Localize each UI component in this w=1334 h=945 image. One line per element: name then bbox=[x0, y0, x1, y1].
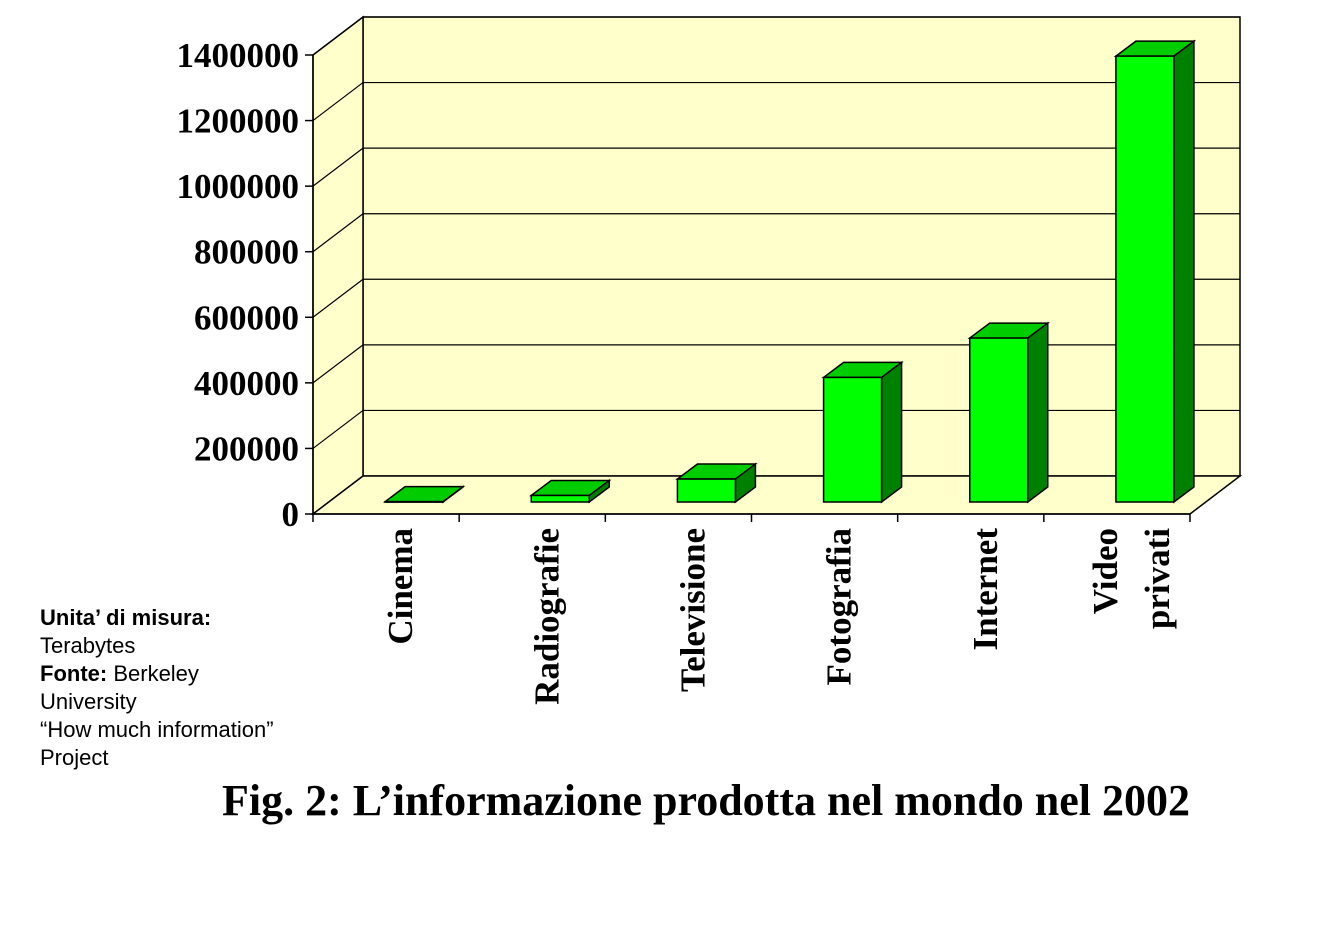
gridline bbox=[312, 409, 1240, 449]
chart-walls bbox=[310, 15, 1243, 516]
y-tick-label: 1400000 bbox=[177, 36, 300, 75]
bar-side bbox=[1027, 321, 1049, 504]
source-value-2: University bbox=[40, 689, 137, 714]
gridline bbox=[312, 344, 1240, 384]
bar-side bbox=[1173, 39, 1195, 504]
gridline bbox=[312, 278, 1240, 318]
bar bbox=[821, 360, 904, 504]
source-value-4: Project bbox=[40, 745, 109, 770]
bar-front bbox=[1115, 55, 1175, 503]
source-value-1: Berkeley bbox=[113, 661, 199, 686]
side-wall bbox=[312, 15, 364, 516]
unit-value: Terabytes bbox=[40, 633, 136, 658]
x-tick-label: Televisione bbox=[673, 528, 712, 692]
source-value-3: “How much information” bbox=[40, 717, 274, 742]
bar-side bbox=[880, 360, 903, 504]
x-tick-label: Radiografie bbox=[527, 528, 566, 705]
bar-front bbox=[969, 337, 1029, 503]
unit-label: Unita’ di misura: bbox=[40, 605, 212, 630]
bar bbox=[1113, 39, 1197, 504]
y-tick-label: 200000 bbox=[194, 429, 299, 468]
figure-caption: Fig. 2: L’informazione prodotta nel mond… bbox=[222, 776, 1191, 825]
gridline bbox=[312, 213, 1240, 253]
y-tick-label: 800000 bbox=[194, 233, 299, 272]
y-tick-label: 400000 bbox=[194, 364, 299, 403]
gridlines bbox=[312, 16, 1240, 449]
source-label: Fonte: bbox=[40, 661, 108, 686]
x-tick-label: Cinema bbox=[381, 528, 420, 645]
bar bbox=[967, 321, 1050, 504]
bar-front bbox=[530, 494, 590, 503]
y-tick-labels: 0 200000 400000 600000 800000 1000000 1200000 1… bbox=[177, 36, 300, 534]
gridline bbox=[312, 81, 1240, 122]
bar bbox=[382, 485, 466, 504]
bar-front bbox=[822, 376, 883, 503]
bar-front bbox=[384, 500, 444, 503]
y-tick-label: 600000 bbox=[194, 298, 299, 337]
back-wall bbox=[362, 16, 1241, 477]
gridline bbox=[312, 16, 1240, 56]
y-tick-label: 1000000 bbox=[177, 167, 300, 206]
source-note: Unita’ di misura: Terabytes Fonte: Berke… bbox=[40, 604, 330, 772]
y-tick-label: 1200000 bbox=[177, 102, 300, 141]
gridline bbox=[312, 147, 1240, 187]
bar bbox=[675, 462, 758, 504]
bar-front bbox=[676, 478, 737, 503]
x-tick-label: privati bbox=[1138, 528, 1177, 629]
bars bbox=[382, 39, 1197, 504]
bar bbox=[529, 478, 612, 504]
x-tick-labels: Cinema Radiografie Televisione Fotografia In… bbox=[381, 528, 1177, 705]
x-tick-label: Fotografia bbox=[820, 528, 859, 685]
y-tick-label: 0 bbox=[282, 495, 300, 534]
x-tick-label: Video bbox=[1086, 528, 1125, 614]
x-tick-label: Internet bbox=[966, 528, 1005, 651]
axes bbox=[305, 54, 1191, 522]
